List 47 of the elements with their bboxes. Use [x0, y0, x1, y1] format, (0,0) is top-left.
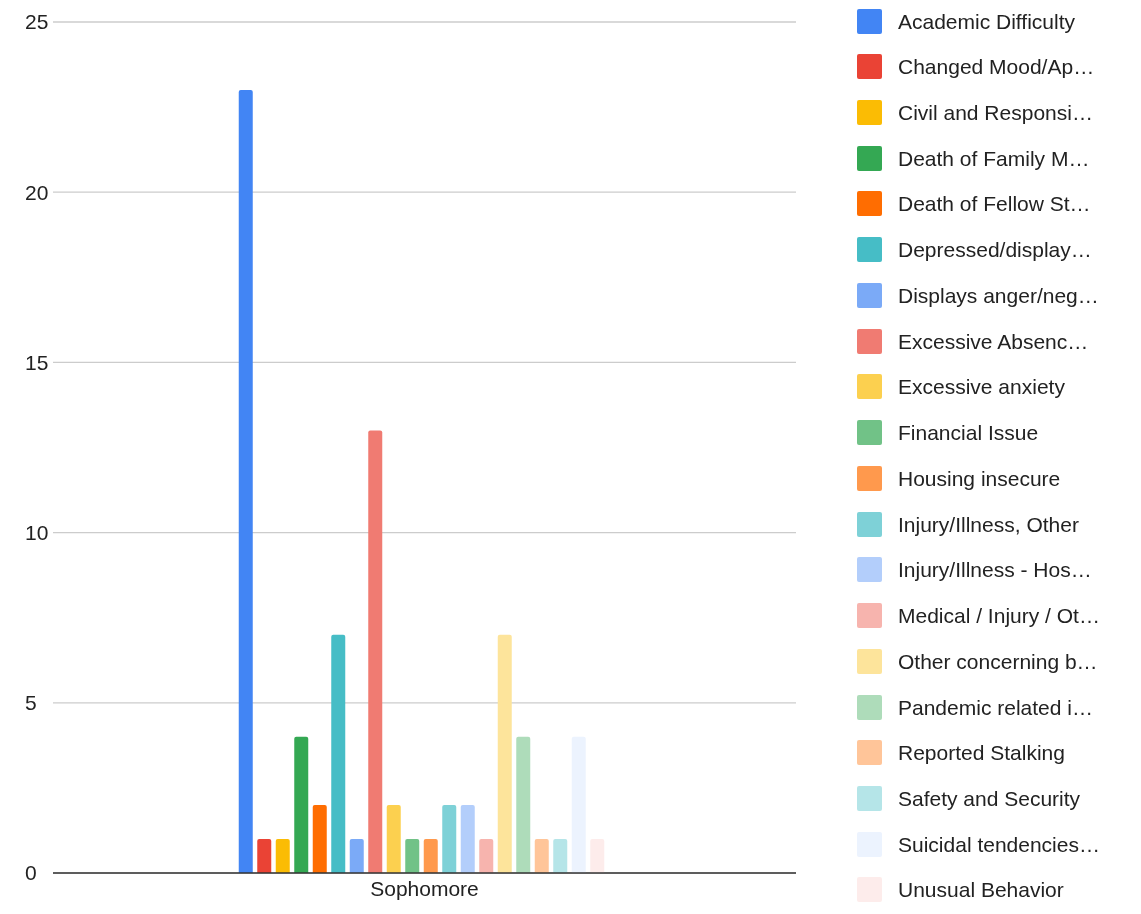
legend-label: Excessive anxiety — [898, 374, 1065, 400]
x-tick-label: Sophomore — [370, 876, 479, 900]
bar — [516, 736, 531, 873]
bar — [368, 430, 383, 873]
bar — [590, 838, 605, 873]
legend-label: Academic Difficulty — [898, 8, 1076, 34]
bar — [553, 838, 568, 873]
bar — [405, 838, 420, 873]
bar — [331, 634, 346, 873]
legend-label: Injury/Illness - Hos… — [898, 557, 1092, 583]
legend-label: Financial Issue — [898, 420, 1039, 446]
legend-label: Depressed/display… — [898, 237, 1092, 263]
legend-label: Displays anger/neg… — [898, 282, 1099, 308]
y-tick-label: 0 — [25, 861, 37, 885]
bar — [460, 804, 475, 873]
legend-label: Death of Fellow St… — [898, 191, 1091, 217]
legend-label: Reported Stalking — [898, 740, 1065, 766]
legend-label: Unusual Behavior — [898, 877, 1064, 903]
y-tick-label: 10 — [25, 520, 49, 544]
y-tick-label: 20 — [25, 180, 49, 204]
legend-label: Safety and Security — [898, 786, 1081, 811]
y-tick-label: 15 — [25, 350, 49, 374]
y-tick-label: 5 — [25, 691, 37, 715]
bar — [534, 838, 549, 873]
bar — [294, 736, 309, 873]
bar — [442, 804, 457, 873]
legend-label: Pandemic related i… — [898, 694, 1093, 720]
legend-label: Suicidal tendencies… — [898, 831, 1100, 857]
y-tick-label: 25 — [25, 10, 49, 34]
bar — [386, 804, 401, 873]
bar — [312, 804, 327, 873]
bar — [238, 90, 253, 873]
legend-label: Medical / Injury / Ot… — [898, 603, 1100, 629]
legend-label: Death of Family M… — [898, 145, 1090, 171]
legend-label: Injury/Illness, Other — [898, 511, 1079, 537]
legend-label: Other concerning b… — [898, 648, 1098, 674]
legend-label: Housing insecure — [898, 465, 1061, 491]
legend-label: Changed Mood/Ap… — [898, 54, 1095, 80]
bar — [257, 838, 272, 873]
bar — [349, 838, 364, 873]
bar — [479, 838, 494, 873]
bar — [497, 634, 512, 873]
legend-label: Excessive Absenc… — [898, 328, 1089, 354]
bar — [275, 838, 290, 873]
bar — [571, 736, 586, 873]
bar — [423, 838, 438, 873]
legend-label: Civil and Responsi… — [898, 99, 1093, 125]
